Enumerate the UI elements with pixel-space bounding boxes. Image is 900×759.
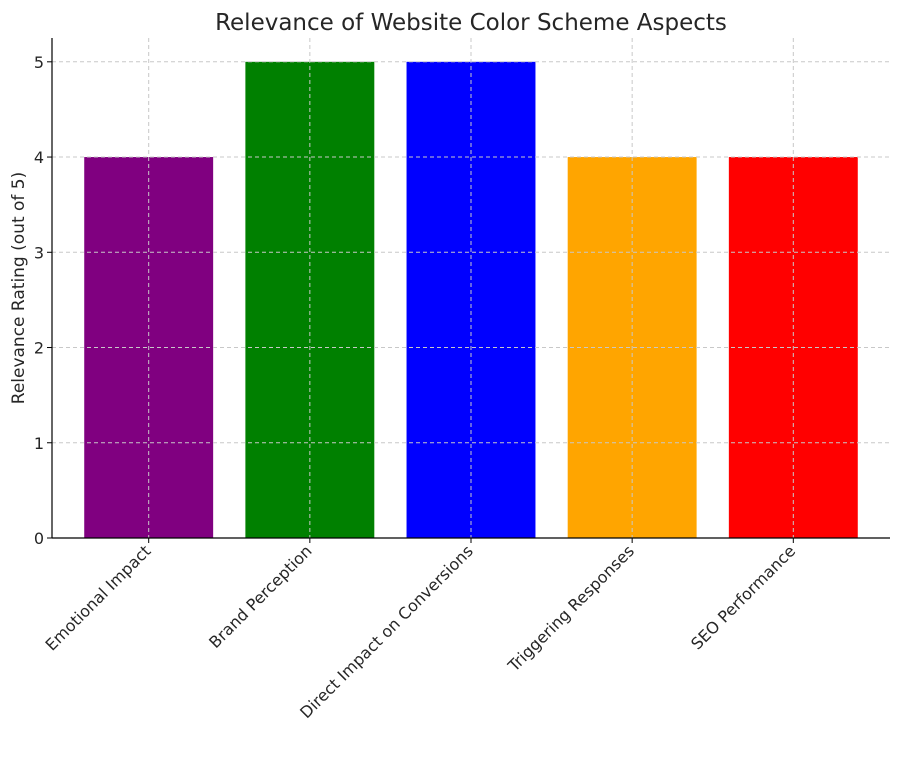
x-tick-label: SEO Performance [687,541,799,653]
y-tick-label: 2 [34,339,44,358]
y-tick-label: 5 [34,53,44,72]
y-tick-label: 4 [34,148,44,167]
x-tick-label: Direct Impact on Conversions [296,541,477,722]
x-tick-label: Emotional Impact [42,541,155,654]
y-tick-label: 0 [34,529,44,548]
y-tick-label: 3 [34,243,44,262]
chart-title: Relevance of Website Color Scheme Aspect… [215,10,727,36]
y-axis-label: Relevance Rating (out of 5) [9,172,29,404]
y-tick-label: 1 [34,434,44,453]
x-tick-label: Brand Perception [205,541,316,652]
x-tick-label: Triggering Responses [503,541,637,675]
y-axis-ticks: 0 1 2 3 4 5 [34,53,52,548]
grid [52,38,890,538]
